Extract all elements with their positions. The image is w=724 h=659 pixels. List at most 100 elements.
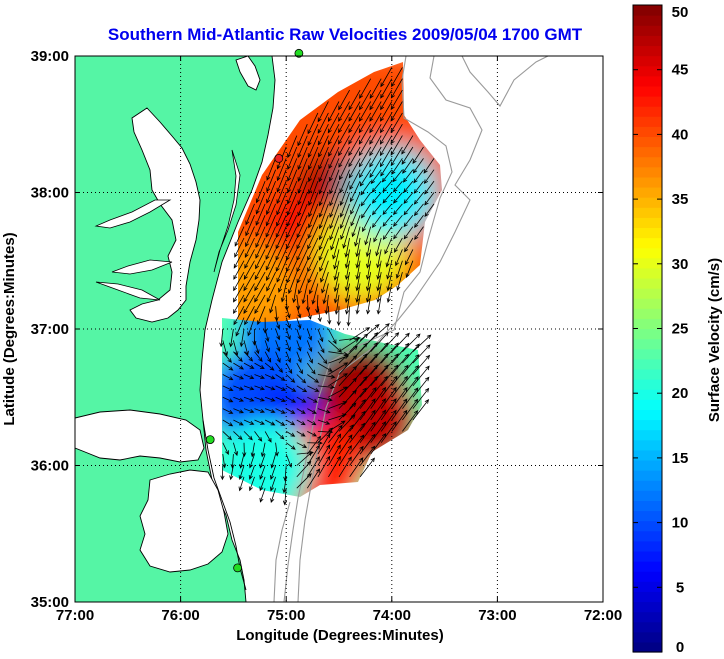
velocity-vector [359, 78, 372, 99]
velocity-vector [359, 386, 377, 409]
velocity-vector [222, 431, 233, 441]
radar-station-marker [274, 153, 284, 163]
velocity-vector [296, 396, 307, 403]
velocity-vector [243, 408, 255, 413]
velocity-vector [285, 351, 291, 364]
colorbar-swatch [633, 581, 662, 592]
velocity-vector [266, 283, 276, 303]
velocity-vector [360, 192, 372, 207]
velocity-vector [328, 433, 342, 455]
velocity-vector [308, 271, 319, 295]
velocity-vector [386, 260, 393, 280]
colorbar-swatch [633, 237, 662, 249]
velocity-vector [402, 387, 419, 409]
velocity-vector [287, 135, 298, 159]
velocity-vector [327, 101, 340, 122]
velocity-vector [370, 323, 390, 341]
colorbar-swatch [633, 621, 662, 633]
velocity-vector [317, 306, 322, 323]
velocity-vector [285, 374, 296, 383]
velocity-vector [355, 294, 361, 315]
velocity-vector [349, 327, 371, 341]
colorbar-swatch [633, 500, 662, 512]
velocity-vector [296, 317, 302, 330]
velocity-vector [328, 386, 348, 398]
velocity-vector [244, 306, 255, 326]
velocity-vector [402, 158, 414, 174]
colorbar-swatch [633, 480, 662, 491]
velocity-vector [306, 351, 313, 364]
velocity-vector [386, 272, 393, 292]
velocity-vector [308, 180, 319, 206]
colorbar-tick-label: 15 [672, 450, 689, 467]
x-tick-label: 74:00 [373, 607, 411, 624]
velocity-vector [243, 419, 255, 425]
colorbar-swatch [633, 399, 662, 410]
velocity-vector [301, 283, 308, 305]
velocity-vector [233, 271, 245, 292]
velocity-vector [359, 457, 375, 478]
velocity-vector [317, 124, 329, 146]
colorbar-swatch [633, 186, 662, 198]
velocity-vector [254, 396, 265, 402]
velocity-vector [266, 192, 276, 216]
velocity-vector [255, 180, 266, 204]
velocity-vector [266, 260, 276, 282]
velocity-vector [252, 328, 257, 346]
velocity-vector [266, 169, 276, 193]
colorbar-swatch [633, 106, 662, 117]
velocity-vector [269, 294, 276, 314]
x-tick-label: 75:00 [267, 607, 305, 624]
chart-title: Southern Mid-Atlantic Raw Velocities 200… [108, 25, 583, 44]
velocity-vector [275, 237, 287, 261]
velocity-vector [254, 351, 263, 363]
velocity-vector [296, 419, 306, 426]
velocity-vector [286, 396, 297, 403]
velocity-vector [254, 260, 266, 281]
velocity-vector [413, 169, 424, 184]
velocity-vector [238, 476, 245, 492]
velocity-vector [369, 124, 382, 145]
colorbar-swatch [633, 550, 662, 562]
colorbar-swatch [633, 288, 662, 299]
velocity-vector [270, 476, 276, 492]
velocity-vector [307, 396, 318, 403]
velocity-vector [362, 215, 372, 233]
velocity-vector [307, 215, 319, 240]
velocity-vector [339, 169, 350, 194]
velocity-vectors [219, 67, 435, 506]
velocity-vector [360, 180, 372, 196]
velocity-vector [307, 385, 320, 392]
velocity-vector [254, 431, 263, 442]
velocity-vector [260, 442, 266, 458]
colorbar-tick-label: 30 [672, 256, 689, 273]
velocity-vector [391, 409, 408, 432]
velocity-vector [385, 249, 393, 268]
velocity-vector [306, 328, 313, 341]
velocity-vector [328, 444, 341, 466]
velocity-vector [394, 237, 403, 253]
velocity-vector [307, 419, 317, 426]
velocity-vector [275, 215, 287, 239]
velocity-vector [370, 409, 387, 432]
velocity-vector [355, 283, 361, 303]
colorbar-swatch [633, 510, 662, 522]
velocity-vector [317, 455, 331, 478]
velocity-vector [307, 112, 319, 135]
pamlico-sound [139, 469, 229, 573]
velocity-vector [360, 203, 372, 219]
velocity-vector [275, 340, 281, 352]
velocity-vector [369, 78, 382, 99]
velocity-vector [275, 249, 287, 273]
hf-radar-stations [205, 48, 304, 573]
velocity-vector [276, 169, 287, 193]
colorbar-swatch [633, 379, 662, 390]
velocity-vector [370, 169, 382, 185]
x-tick-label: 72:00 [584, 607, 622, 624]
velocity-vector [332, 237, 340, 260]
x-axis-ticks: 77:00 76:00 75:00 74:00 73:00 72:00 [56, 56, 622, 624]
colorbar-tick-label: 5 [676, 579, 684, 596]
velocity-vector [287, 146, 298, 170]
colorbar-swatch [633, 318, 662, 330]
velocity-vector [243, 260, 255, 280]
